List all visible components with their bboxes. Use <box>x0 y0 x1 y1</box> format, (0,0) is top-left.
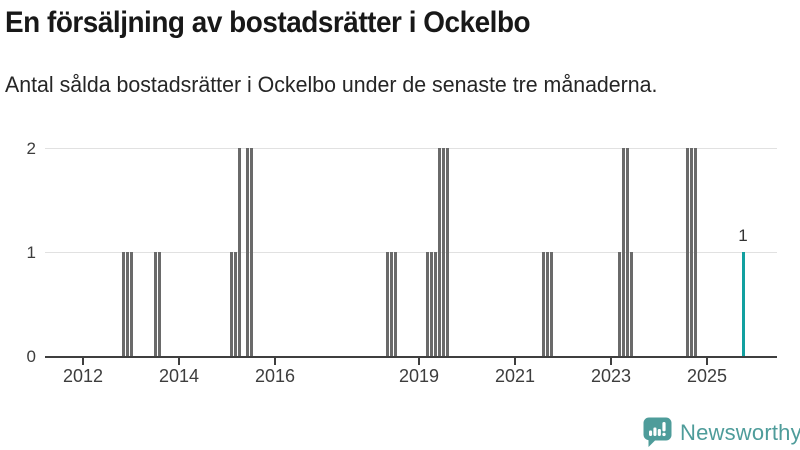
bar <box>389 252 393 356</box>
x-axis-tick <box>418 358 420 365</box>
bar <box>229 252 233 356</box>
bar <box>629 252 633 356</box>
bar <box>545 252 549 356</box>
bar <box>121 252 125 356</box>
highlight-bar <box>741 252 745 356</box>
bar <box>549 252 553 356</box>
bar <box>125 252 129 356</box>
newsworthy-logo-text: Newsworthy <box>680 419 800 445</box>
bar <box>441 148 445 356</box>
bar <box>693 148 697 356</box>
bar <box>393 252 397 356</box>
x-axis-tick-label: 2012 <box>62 366 104 386</box>
bar <box>129 252 133 356</box>
bar <box>689 148 693 356</box>
x-axis-tick-label: 2016 <box>254 366 296 386</box>
newsworthy-logo: Newsworthy <box>643 417 800 448</box>
bar <box>385 252 389 356</box>
mini-bar-chart-icon <box>649 422 666 437</box>
y-gridline <box>45 148 777 149</box>
bar <box>433 252 437 356</box>
y-gridline <box>45 252 777 253</box>
bar <box>445 148 449 356</box>
chart-title: En försäljning av bostadsrätter i Ockelb… <box>5 6 531 39</box>
bar <box>233 252 237 356</box>
bar <box>249 148 253 356</box>
bar <box>157 252 161 356</box>
chart-subtitle: Antal sålda bostadsrätter i Ockelbo unde… <box>5 72 658 97</box>
highlight-bar-value-label: 1 <box>738 226 748 245</box>
bar <box>245 148 249 356</box>
y-axis-tick-label: 0 <box>26 347 36 366</box>
x-axis-line <box>45 356 777 358</box>
bar <box>541 252 545 356</box>
bar <box>617 252 621 356</box>
bar <box>437 148 441 356</box>
bar <box>237 148 241 356</box>
x-axis-tick-label: 2019 <box>398 366 440 386</box>
bar <box>621 148 625 356</box>
newsworthy-logo-icon <box>643 417 672 448</box>
y-axis-tick-label: 1 <box>26 243 36 262</box>
y-axis-tick-label: 2 <box>26 139 36 158</box>
bar <box>153 252 157 356</box>
bar <box>429 252 433 356</box>
x-axis-tick <box>274 358 276 365</box>
x-axis-tick <box>514 358 516 365</box>
x-axis-tick <box>178 358 180 365</box>
x-axis-tick <box>610 358 612 365</box>
bar <box>625 148 629 356</box>
x-axis-tick-label: 2021 <box>494 366 536 386</box>
x-axis-tick <box>706 358 708 365</box>
x-axis-tick-label: 2025 <box>686 366 728 386</box>
x-axis-tick <box>82 358 84 365</box>
x-axis-tick-label: 2023 <box>590 366 632 386</box>
x-axis-tick-label: 2014 <box>158 366 200 386</box>
bar <box>685 148 689 356</box>
bar <box>425 252 429 356</box>
